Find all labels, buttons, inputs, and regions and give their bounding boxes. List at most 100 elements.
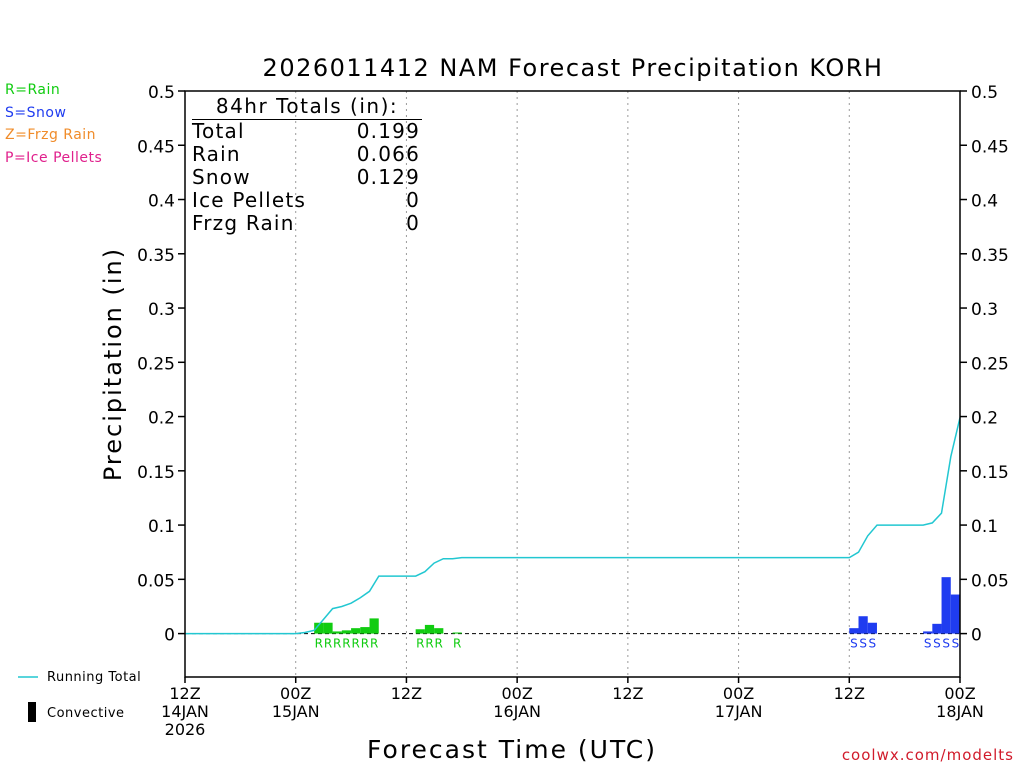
precip-bar bbox=[941, 577, 951, 634]
y-tick-label-left: 0.2 bbox=[148, 409, 175, 429]
x-tick-label: 16JAN bbox=[493, 702, 541, 721]
ptype-legend-item: P=Ice Pellets bbox=[5, 149, 103, 166]
ptype-marker: R bbox=[315, 637, 323, 651]
y-tick-label-left: 0.15 bbox=[137, 463, 175, 483]
y-tick-label-left: 0.45 bbox=[137, 137, 175, 157]
ptype-marker: R bbox=[352, 637, 360, 651]
y-axis-label: Precipitation (in) bbox=[99, 247, 127, 481]
running-total-legend-label: Running Total bbox=[47, 670, 142, 685]
totals-rows: Total 0.199 Rain 0.066 Snow 0.129 Ice Pellets 0… bbox=[192, 120, 424, 235]
precip-bar bbox=[452, 632, 462, 634]
precip-bars bbox=[314, 577, 960, 634]
y-tick-label-right: 0.35 bbox=[971, 246, 1009, 266]
x-tick-label: 00Z bbox=[280, 684, 311, 703]
y-tick-label-right: 0.5 bbox=[971, 83, 998, 103]
x-tick-label: 12Z bbox=[612, 684, 643, 703]
x-axis-label: Forecast Time (UTC) bbox=[367, 735, 657, 764]
y-tick-label-left: 0.4 bbox=[148, 192, 175, 212]
precip-bar bbox=[434, 628, 444, 634]
ptype-marker: R bbox=[370, 637, 378, 651]
precip-bar bbox=[341, 630, 352, 634]
ptype-legend-item: Z=Frzg Rain bbox=[5, 127, 97, 143]
x-tick-label: 00Z bbox=[944, 684, 975, 703]
y-axis-right: 0.5 0.45 0.4 0.35 0.3 0.25 0.2 0.15 0.1 0.05 0 bbox=[960, 83, 1009, 646]
convective-legend-swatch bbox=[28, 702, 36, 722]
precip-bar bbox=[950, 594, 960, 634]
y-tick-label-right: 0.4 bbox=[971, 192, 998, 212]
precip-bar bbox=[360, 627, 370, 634]
x-tick-label: 00Z bbox=[501, 684, 532, 703]
y-tick-label-right: 0.2 bbox=[971, 409, 998, 429]
totals-row: Frzg Rain 0 bbox=[192, 212, 420, 235]
totals-row-label: Ice Pellets bbox=[192, 188, 307, 212]
y-tick-label-left: 0.3 bbox=[148, 300, 175, 320]
y-tick-label-right: 0.3 bbox=[971, 300, 998, 320]
x-tick-label: 17JAN bbox=[715, 702, 763, 721]
chart-title: 2026011412 NAM Forecast Precipitation KO… bbox=[263, 54, 884, 82]
precip-bar bbox=[424, 624, 435, 634]
x-tick-label: 00Z bbox=[723, 684, 754, 703]
y-tick-label-left: 0.1 bbox=[148, 517, 175, 537]
totals-title: 84hr Totals (in): bbox=[192, 94, 422, 120]
totals-row-value: 0.129 bbox=[356, 165, 420, 189]
ptype-marker: R bbox=[416, 637, 424, 651]
y-tick-label-right: 0.25 bbox=[971, 354, 1009, 374]
y-tick-label-right: 0 bbox=[971, 626, 982, 646]
y-tick-label-left: 0.05 bbox=[137, 571, 175, 591]
ptype-marker: S bbox=[869, 637, 877, 651]
precip-bar bbox=[858, 616, 868, 634]
ptype-marker: S bbox=[850, 637, 858, 651]
ptype-marker: S bbox=[952, 637, 960, 651]
precip-bar bbox=[332, 631, 342, 634]
ptype-legend-item: R=Rain bbox=[5, 82, 61, 98]
ptype-marker: R bbox=[361, 637, 369, 651]
ptype-marker: R bbox=[333, 637, 341, 651]
ptype-marker: R bbox=[342, 637, 350, 651]
totals-row-label: Snow bbox=[192, 165, 251, 189]
y-tick-label-left: 0.5 bbox=[148, 83, 175, 103]
x-tick-label: 2026 bbox=[165, 720, 206, 739]
convective-legend-label: Convective bbox=[47, 706, 125, 721]
totals-row: Total 0.199 bbox=[192, 120, 420, 143]
ptype-marker: S bbox=[942, 637, 950, 651]
x-tick-label: 18JAN bbox=[936, 702, 984, 721]
y-tick-label-right: 0.15 bbox=[971, 463, 1009, 483]
ptype-marker: R bbox=[425, 637, 433, 651]
y-tick-label-right: 0.05 bbox=[971, 571, 1009, 591]
credit-text: coolwx.com/modelts bbox=[841, 746, 1014, 764]
y-tick-label-right: 0.1 bbox=[971, 517, 998, 537]
x-tick-label: 12Z bbox=[391, 684, 422, 703]
y-axis-left: 0.5 0.45 0.4 0.35 0.3 0.25 0.2 0.15 0.1 0.05 0 bbox=[137, 83, 185, 646]
y-tick-label-right: 0.45 bbox=[971, 137, 1009, 157]
y-tick-label-left: 0.25 bbox=[137, 354, 175, 374]
ptype-legend-item: S=Snow bbox=[5, 104, 67, 121]
x-tick-label: 12Z bbox=[169, 684, 200, 703]
ptype-marker: R bbox=[453, 637, 461, 651]
totals-row-value: 0 bbox=[406, 188, 420, 212]
y-tick-label-left: 0 bbox=[164, 626, 175, 646]
ptype-marker: R bbox=[324, 637, 332, 651]
totals-row: Rain 0.066 bbox=[192, 143, 420, 166]
x-tick-label: 14JAN bbox=[161, 702, 209, 721]
ptype-marker: S bbox=[859, 637, 867, 651]
precip-bar bbox=[323, 622, 333, 634]
precip-bar bbox=[867, 622, 877, 634]
precip-bar bbox=[369, 618, 379, 634]
precip-bar bbox=[351, 628, 361, 634]
ptype-marker: S bbox=[924, 637, 932, 651]
totals-row-label: Rain bbox=[192, 142, 241, 166]
x-tick-label: 15JAN bbox=[272, 702, 320, 721]
totals-row-value: 0 bbox=[406, 211, 420, 235]
totals-row: Ice Pellets 0 bbox=[192, 189, 420, 212]
y-tick-label-left: 0.35 bbox=[137, 246, 175, 266]
precip-bar bbox=[415, 629, 425, 634]
grid-lines bbox=[295, 91, 850, 677]
totals-row-label: Frzg Rain bbox=[192, 211, 295, 235]
ptype-marker: R bbox=[435, 637, 443, 651]
totals-box: 84hr Totals (in): Total 0.199 Rain 0.066 Sno… bbox=[192, 94, 424, 235]
plot-frame bbox=[184, 90, 961, 678]
totals-row: Snow 0.129 bbox=[192, 166, 420, 189]
totals-row-value: 0.066 bbox=[356, 142, 420, 166]
